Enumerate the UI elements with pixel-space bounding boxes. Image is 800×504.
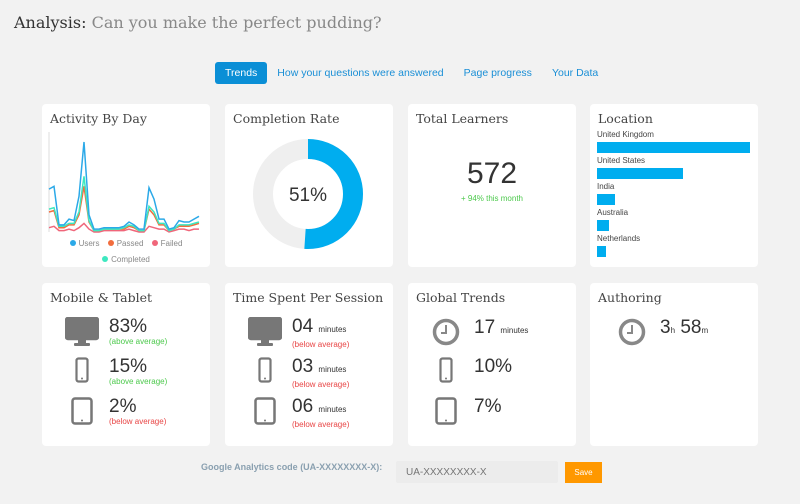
location-bar: [597, 194, 616, 205]
tab-trends[interactable]: Trends: [215, 62, 268, 84]
unit: minutes: [318, 405, 347, 414]
card-title: Activity By Day: [50, 111, 147, 126]
global-tablet-value: 7%: [474, 396, 502, 417]
phone-row: 15% (above average): [60, 357, 167, 387]
tab-questions[interactable]: How your questions were answered: [277, 67, 444, 79]
tablet-value: 2%: [109, 396, 137, 417]
global-phone-value: 10%: [474, 356, 513, 377]
tablet-row: 06 minutes (below average): [243, 397, 349, 430]
card-title: Completion Rate: [233, 111, 340, 126]
series-failed: [48, 222, 199, 233]
card-title: Mobile & Tablet: [50, 290, 153, 305]
desktop-row: 04 minutes (below average): [243, 317, 349, 350]
series-completed: [48, 176, 200, 232]
phone-row: 03 minutes (below average): [243, 357, 349, 390]
card-title: Time Spent Per Session: [233, 290, 384, 305]
desktop-row: 83% (above average): [60, 317, 167, 347]
location-bar: [597, 168, 683, 179]
global-time-row: 17 minutes: [424, 318, 528, 346]
learners-change: + 94% this month: [460, 194, 524, 203]
completion-card: Completion Rate 51%: [225, 104, 393, 267]
course-title: Can you make the perfect pudding?: [91, 13, 382, 32]
chart-legend: Users Passed Failed: [42, 239, 210, 248]
tab-bar: Trends How your questions were answered …: [215, 62, 608, 84]
legend-users: Users: [69, 239, 99, 248]
phone-note: (above average): [109, 377, 168, 386]
location-label: India: [597, 182, 615, 191]
legend-passed: Passed: [107, 239, 143, 248]
tablet-note: (below average): [292, 420, 350, 429]
desktop-minutes: 04: [292, 316, 314, 337]
unit: minutes: [500, 326, 529, 335]
minutes-unit: m: [701, 326, 709, 335]
title-prefix: Analysis:: [14, 13, 87, 32]
series-users: [48, 141, 200, 230]
phone-icon: [439, 357, 453, 383]
legend-completed: Completed: [102, 255, 150, 264]
tablet-icon: [71, 397, 93, 425]
hours-unit: h: [670, 326, 676, 335]
learners-card: Total Learners 572 + 94% this month: [408, 104, 576, 267]
page-title: Analysis: Can you make the perfect puddi…: [14, 13, 382, 32]
tab-page-progress[interactable]: Page progress: [463, 67, 532, 79]
phone-value: 15%: [109, 356, 148, 377]
legend-failed: Failed: [151, 239, 182, 248]
location-label: Australia: [597, 208, 629, 217]
location-card: Location United Kingdom United States Indi…: [590, 104, 758, 267]
tablet-note: (below average): [109, 417, 167, 426]
global-minutes: 17: [474, 317, 496, 338]
desktop-note: (below average): [292, 340, 350, 349]
unit: minutes: [318, 325, 347, 334]
location-bar: [597, 220, 610, 231]
activity-chart: [48, 132, 200, 233]
completion-value: 51%: [289, 185, 327, 206]
time-card: Time Spent Per Session 04 minutes (below …: [225, 283, 393, 446]
tablet-icon: [435, 397, 457, 425]
save-button[interactable]: Save: [565, 462, 602, 483]
location-label: United States: [597, 156, 646, 165]
clock-icon: [432, 318, 460, 346]
tablet-row: 2% (below average): [60, 397, 166, 427]
minutes: 58: [680, 317, 702, 338]
desktop-icon: [65, 317, 99, 347]
tablet-icon: [254, 397, 276, 425]
location-label: Netherlands: [597, 234, 641, 243]
mobile-tablet-card: Mobile & Tablet 83% (above average) 15% (a…: [42, 283, 210, 446]
card-title: Location: [598, 111, 653, 126]
desktop-value: 83%: [109, 316, 148, 337]
ga-label: Google Analytics code (UA-XXXXXXXX-X):: [201, 462, 383, 472]
phone-note: (below average): [292, 380, 350, 389]
tablet-minutes: 06: [292, 396, 314, 417]
phone-minutes: 03: [292, 356, 314, 377]
chart-legend-row2: Completed: [42, 255, 210, 264]
donut-fill: [253, 139, 363, 249]
completion-donut: 51%: [253, 139, 363, 249]
authoring-time-row: 3h 58m: [610, 318, 708, 346]
hours: 3: [660, 317, 671, 338]
location-bar: [597, 142, 750, 153]
card-title: Total Learners: [416, 111, 509, 126]
unit: minutes: [318, 365, 347, 374]
clock-icon: [618, 318, 646, 346]
tab-your-data[interactable]: Your Data: [551, 67, 599, 79]
global-trends-card: Global Trends 17 minutes 10% 7%: [408, 283, 576, 446]
location-bar: [597, 246, 607, 257]
phone-icon: [258, 357, 272, 383]
card-title: Authoring: [598, 290, 662, 305]
global-tablet-row: 7%: [424, 397, 501, 425]
phone-icon: [75, 357, 89, 383]
ga-code-input[interactable]: [396, 461, 558, 483]
desktop-note: (above average): [109, 337, 168, 346]
desktop-icon: [248, 317, 282, 347]
authoring-card: Authoring 3h 58m: [590, 283, 758, 446]
learners-count: 572: [466, 157, 518, 190]
global-phone-row: 10%: [424, 357, 512, 383]
activity-card: Activity By Day Users Passed Failed Comp…: [42, 104, 210, 267]
location-label: United Kingdom: [597, 130, 654, 139]
card-title: Global Trends: [416, 290, 506, 305]
